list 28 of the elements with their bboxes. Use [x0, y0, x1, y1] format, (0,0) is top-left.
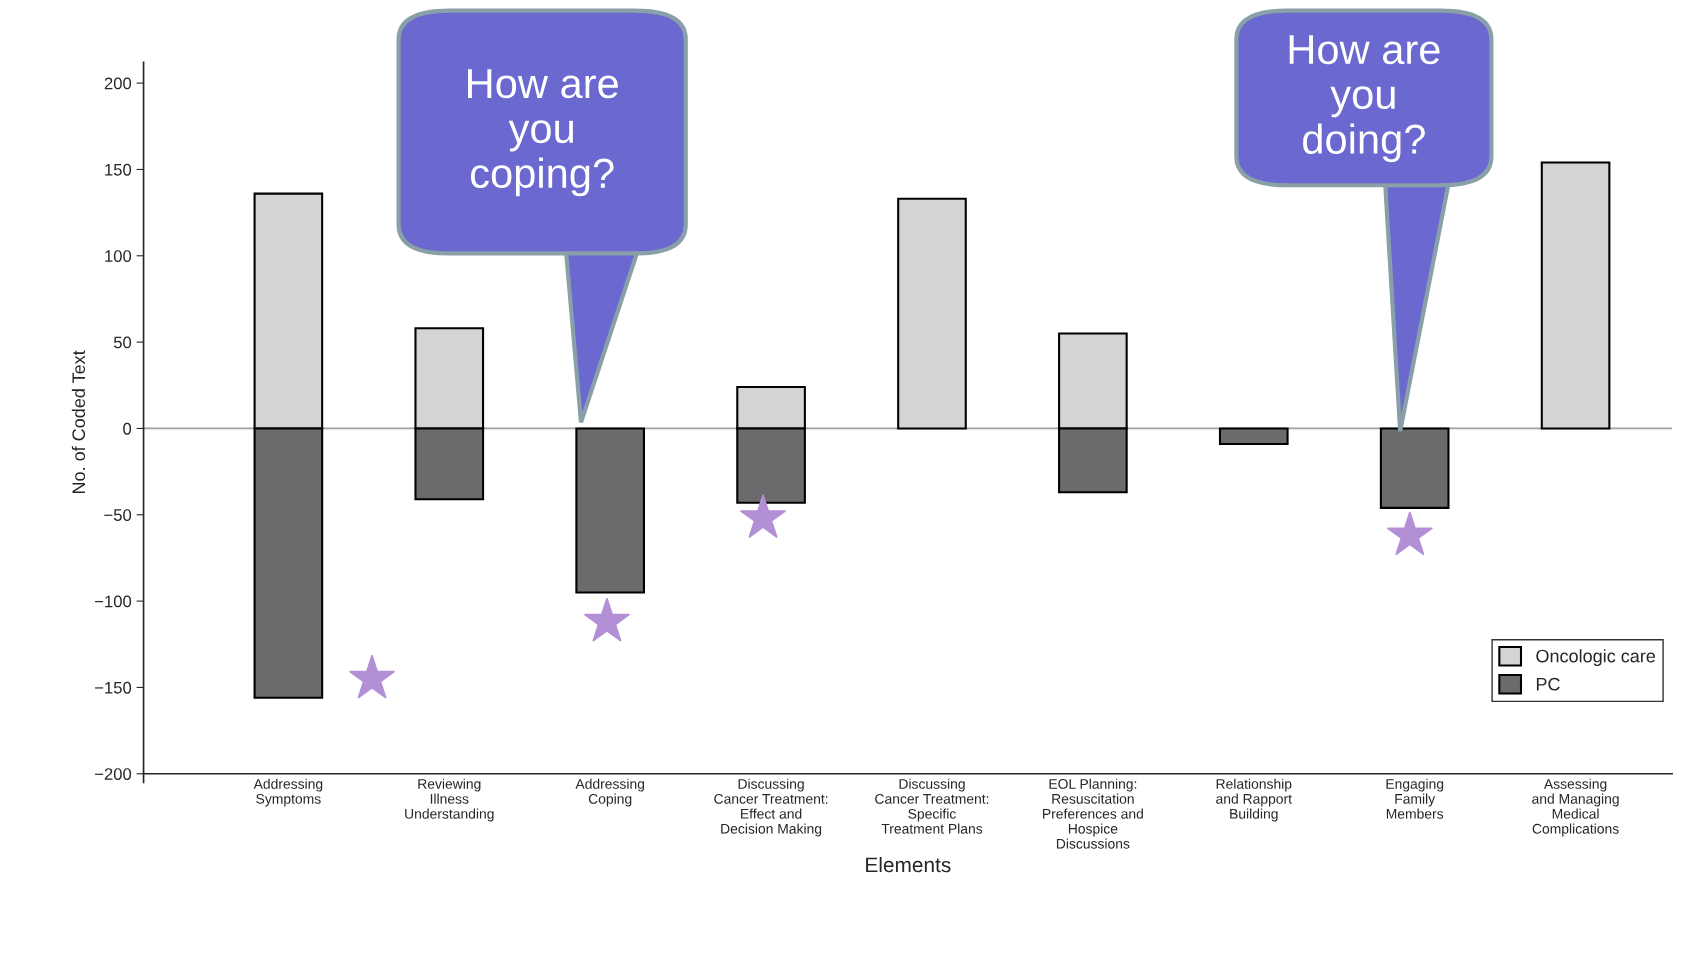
y-tick-label: −100 — [95, 595, 132, 608]
x-tick-label: Reviewing Illness Understanding — [405, 778, 494, 822]
bar — [575, 427, 645, 594]
annotation: How are you doing? — [1289, 35, 1440, 163]
y-tick-label: 50 — [113, 336, 132, 349]
bar — [897, 197, 967, 430]
y-tick-label: −50 — [104, 509, 132, 521]
x-tick-label: Relationship and Rapport Building — [1216, 778, 1292, 822]
x-tick-label: Assessing and Managing Medical Complications — [1532, 778, 1619, 837]
x-axis-title: Elements — [866, 856, 951, 873]
x-tick-label: Addressing Symptoms — [253, 778, 323, 807]
x-tick-label: EOL Planning: Resuscitation Preferences and Hospice Discussions — [1043, 778, 1143, 849]
y-tick-label: 150 — [105, 163, 132, 176]
legend-label: Oncologic care — [1536, 649, 1656, 667]
x-tick-label: Engaging Family Members — [1386, 778, 1444, 819]
annotation: How are you coping? — [468, 69, 618, 197]
y-tick-label: 200 — [104, 77, 132, 90]
bar — [1540, 161, 1611, 430]
y-tick-label: −200 — [95, 768, 132, 780]
x-tick-label: Discussing Cancer Treatment: Effect and Decision Making — [714, 778, 828, 837]
legend-label: PC — [1536, 677, 1560, 691]
y-tick-label: −150 — [95, 681, 132, 694]
bar — [1218, 427, 1289, 446]
x-tick-label: Discussing Cancer Treatment: Specific Treatment Plans — [875, 778, 989, 834]
x-tick-label: Addressing Coping — [575, 778, 645, 807]
y-tick-label: 0 — [123, 422, 132, 435]
y-tick-label: 100 — [105, 250, 132, 262]
y-axis-title: No. of Coded Text — [71, 350, 86, 494]
